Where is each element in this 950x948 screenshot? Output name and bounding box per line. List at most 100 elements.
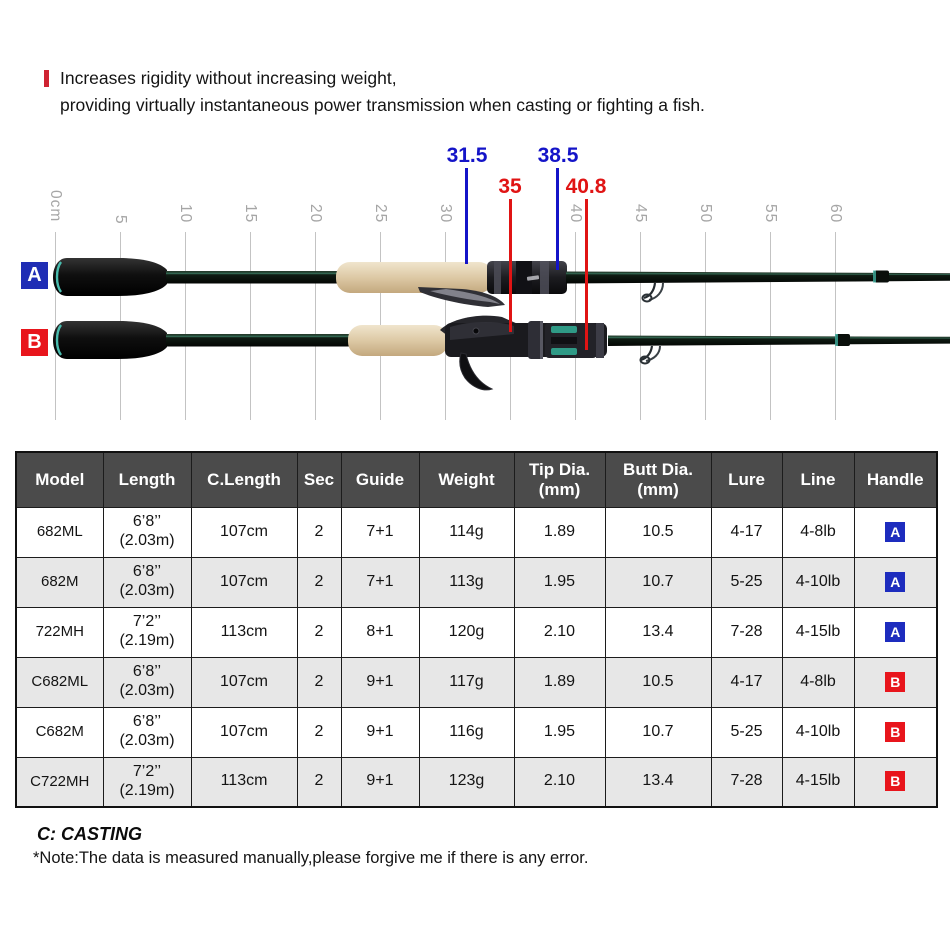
cell-lure: 4-17 bbox=[710, 656, 783, 708]
col-header-handle: Handle bbox=[853, 451, 938, 508]
cell-tip-dia: 1.89 bbox=[513, 506, 606, 558]
cell-clength: 107cm bbox=[190, 556, 298, 608]
measurement-disclaimer: *Note:The data is measured manually,plea… bbox=[33, 849, 589, 867]
cell-tip-dia: 1.89 bbox=[513, 656, 606, 708]
cell-handle: A bbox=[853, 506, 938, 558]
cell-lure: 5-25 bbox=[710, 556, 783, 608]
cell-guide: 9+1 bbox=[340, 756, 420, 808]
cell-guide: 7+1 bbox=[340, 556, 420, 608]
cell-butt-dia: 10.5 bbox=[604, 656, 712, 708]
col-header-line: Line bbox=[781, 451, 855, 508]
intro-text-line1: Increases rigidity without increasing we… bbox=[60, 68, 397, 88]
cell-clength: 113cm bbox=[190, 606, 298, 658]
handle-badge: A bbox=[885, 571, 906, 592]
cell-model: 682ML bbox=[15, 506, 104, 558]
rod-b-trigger bbox=[459, 352, 494, 391]
table-row: 682ML 6’8’’ (2.03m) 107cm 2 7+1 114g 1.89… bbox=[15, 506, 938, 558]
rod-a-badge: A bbox=[21, 262, 48, 289]
cell-lure: 7-28 bbox=[710, 756, 783, 808]
col-header-model: Model bbox=[15, 451, 104, 508]
col-header-lure: Lure bbox=[710, 451, 783, 508]
measurement-value-40-8: 40.8 bbox=[565, 175, 607, 198]
table-row: 722MH 7’2’’ (2.19m) 113cm 2 8+1 120g 2.10… bbox=[15, 606, 938, 658]
cell-clength: 107cm bbox=[190, 506, 298, 558]
spec-table: Model Length C.Length Sec Guide Weight T… bbox=[15, 451, 938, 808]
col-header-guide: Guide bbox=[340, 451, 420, 508]
handle-badge: A bbox=[885, 521, 906, 542]
col-header-length: Length bbox=[102, 451, 192, 508]
rod-b-rear-blank bbox=[166, 334, 352, 347]
cell-line: 4-15lb bbox=[781, 756, 855, 808]
rod-a-eva-grip bbox=[53, 258, 167, 296]
cell-handle: A bbox=[853, 556, 938, 608]
cell-length: 6’8’’ (2.03m) bbox=[102, 506, 192, 558]
ruler-label: 55 bbox=[762, 204, 779, 224]
rod-a-front-blank bbox=[566, 271, 950, 284]
cell-model: C682ML bbox=[15, 656, 104, 708]
cell-guide: 9+1 bbox=[340, 656, 420, 708]
rod-b-front-blank bbox=[608, 335, 950, 346]
cell-tip-dia: 2.10 bbox=[513, 756, 606, 808]
cell-model: C682M bbox=[15, 706, 104, 758]
ruler-label: 25 bbox=[372, 204, 389, 224]
ruler-label: 50 bbox=[697, 204, 714, 224]
cell-line: 4-15lb bbox=[781, 606, 855, 658]
col-header-butt-dia: Butt Dia. (mm) bbox=[604, 451, 712, 508]
cell-handle: B bbox=[853, 706, 938, 758]
cell-tip-dia: 1.95 bbox=[513, 706, 606, 758]
cell-model: C722MH bbox=[15, 756, 104, 808]
rod-a bbox=[53, 258, 950, 307]
cell-clength: 107cm bbox=[190, 706, 298, 758]
cell-model: 722MH bbox=[15, 606, 104, 658]
ruler-tick bbox=[315, 232, 316, 420]
rod-a-ferrule bbox=[874, 270, 889, 283]
cell-handle: B bbox=[853, 656, 938, 708]
ruler-label: 60 bbox=[827, 204, 844, 224]
cell-sec: 2 bbox=[296, 756, 342, 808]
ruler-label: 30 bbox=[437, 204, 454, 224]
cell-length: 6’8’’ (2.03m) bbox=[102, 656, 192, 708]
cell-guide: 8+1 bbox=[340, 606, 420, 658]
cell-line: 4-10lb bbox=[781, 706, 855, 758]
cell-sec: 2 bbox=[296, 506, 342, 558]
cell-lure: 7-28 bbox=[710, 606, 783, 658]
rod-b-teal-accent-bottom bbox=[551, 348, 577, 355]
cell-length: 6’8’’ (2.03m) bbox=[102, 706, 192, 758]
measurement-line-40-8 bbox=[585, 199, 588, 350]
cell-length: 6’8’’ (2.03m) bbox=[102, 556, 192, 608]
rod-b-teal-accent-top bbox=[551, 326, 577, 333]
ruler-label: 45 bbox=[632, 204, 649, 224]
cell-guide: 7+1 bbox=[340, 506, 420, 558]
measurement-value-38-5: 38.5 bbox=[537, 144, 579, 167]
col-header-clength: C.Length bbox=[190, 451, 298, 508]
rod-b-seat-screw bbox=[472, 327, 480, 335]
rod-a-guide bbox=[643, 282, 657, 300]
red-accent-bar bbox=[44, 70, 49, 87]
cell-handle: A bbox=[853, 606, 938, 658]
ruler-label: 15 bbox=[242, 204, 259, 224]
cell-butt-dia: 13.4 bbox=[604, 756, 712, 808]
rod-b-ferrule bbox=[836, 334, 850, 346]
ruler-tick bbox=[185, 232, 186, 420]
cell-lure: 5-25 bbox=[710, 706, 783, 758]
ruler-tick bbox=[705, 232, 706, 420]
table-row: C682M 6’8’’ (2.03m) 107cm 2 9+1 116g 1.95… bbox=[15, 706, 938, 758]
cell-handle: B bbox=[853, 756, 938, 808]
handle-badge: B bbox=[885, 671, 906, 692]
cell-line: 4-8lb bbox=[781, 506, 855, 558]
cell-sec: 2 bbox=[296, 606, 342, 658]
measurement-line-38-5 bbox=[556, 168, 559, 270]
col-header-weight: Weight bbox=[418, 451, 515, 508]
ruler-tick bbox=[835, 232, 836, 420]
cell-length: 7’2’’ (2.19m) bbox=[102, 756, 192, 808]
measurement-value-35: 35 bbox=[498, 175, 522, 198]
rod-b-cork-grip bbox=[348, 325, 448, 356]
cell-line: 4-8lb bbox=[781, 656, 855, 708]
table-row: C682ML 6’8’’ (2.03m) 107cm 2 9+1 117g 1.8… bbox=[15, 656, 938, 708]
handle-badge: B bbox=[885, 771, 906, 792]
cell-lure: 4-17 bbox=[710, 506, 783, 558]
measurement-line-31-5 bbox=[465, 168, 468, 264]
